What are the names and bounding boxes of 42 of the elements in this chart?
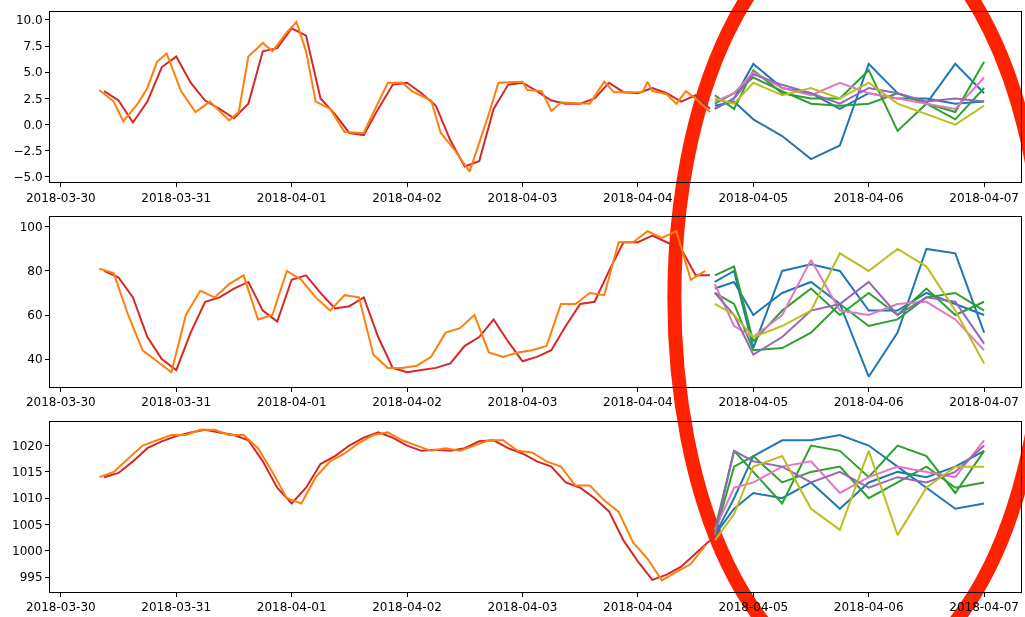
x-tick-label: 2018-04-06 xyxy=(833,395,904,410)
x-tick-label: 2018-03-30 xyxy=(25,600,96,615)
x-tick-label: 2018-04-01 xyxy=(256,395,327,410)
y-tick-label: 60 xyxy=(27,308,43,323)
y-tick-label: 40 xyxy=(27,352,43,367)
y-tick-label: −2.5 xyxy=(13,143,43,158)
y-tick-label: 995 xyxy=(19,570,43,585)
x-tick-label: 2018-04-05 xyxy=(718,395,789,410)
x-tick-label: 2018-04-02 xyxy=(372,600,442,615)
x-tick-label: 2018-04-07 xyxy=(949,395,1020,410)
x-tick-label: 2018-04-01 xyxy=(256,190,327,205)
x-tick-label: 2018-04-06 xyxy=(833,190,904,205)
x-tick-label: 2018-03-30 xyxy=(25,395,96,410)
y-tick-label: 1000 xyxy=(12,544,43,559)
x-tick-label: 2018-03-31 xyxy=(141,190,212,205)
y-tick-label: 0.0 xyxy=(23,117,43,132)
y-tick-label: 1005 xyxy=(12,517,43,532)
y-tick-label: 2.5 xyxy=(23,91,43,106)
y-tick-label: 1020 xyxy=(12,438,43,453)
y-tick-label: 1015 xyxy=(12,465,43,480)
x-tick-label: 2018-04-02 xyxy=(372,190,442,205)
x-tick-label: 2018-04-02 xyxy=(372,395,442,410)
x-tick-label: 2018-03-31 xyxy=(141,395,212,410)
x-tick-label: 2018-04-05 xyxy=(718,190,789,205)
x-tick-label: 2018-04-06 xyxy=(833,600,904,615)
x-tick-label: 2018-04-07 xyxy=(949,190,1020,205)
y-tick-label: 5.0 xyxy=(23,65,43,80)
x-tick-label: 2018-04-03 xyxy=(487,600,558,615)
x-tick-label: 2018-04-04 xyxy=(603,395,673,410)
y-tick-label: −5.0 xyxy=(13,170,43,185)
x-tick-label: 2018-03-30 xyxy=(25,190,96,205)
y-tick-label: 7.5 xyxy=(23,39,43,54)
y-tick-label: 1010 xyxy=(12,491,43,506)
x-tick-label: 2018-04-04 xyxy=(603,190,673,205)
y-tick-label: 80 xyxy=(27,264,43,279)
y-tick-label: 100 xyxy=(19,220,43,235)
x-tick-label: 2018-04-03 xyxy=(487,190,558,205)
x-tick-label: 2018-04-03 xyxy=(487,395,558,410)
x-tick-label: 2018-04-04 xyxy=(603,600,673,615)
x-tick-label: 2018-04-01 xyxy=(256,600,327,615)
y-tick-label: 10.0 xyxy=(15,13,43,28)
x-tick-label: 2018-03-31 xyxy=(141,600,212,615)
